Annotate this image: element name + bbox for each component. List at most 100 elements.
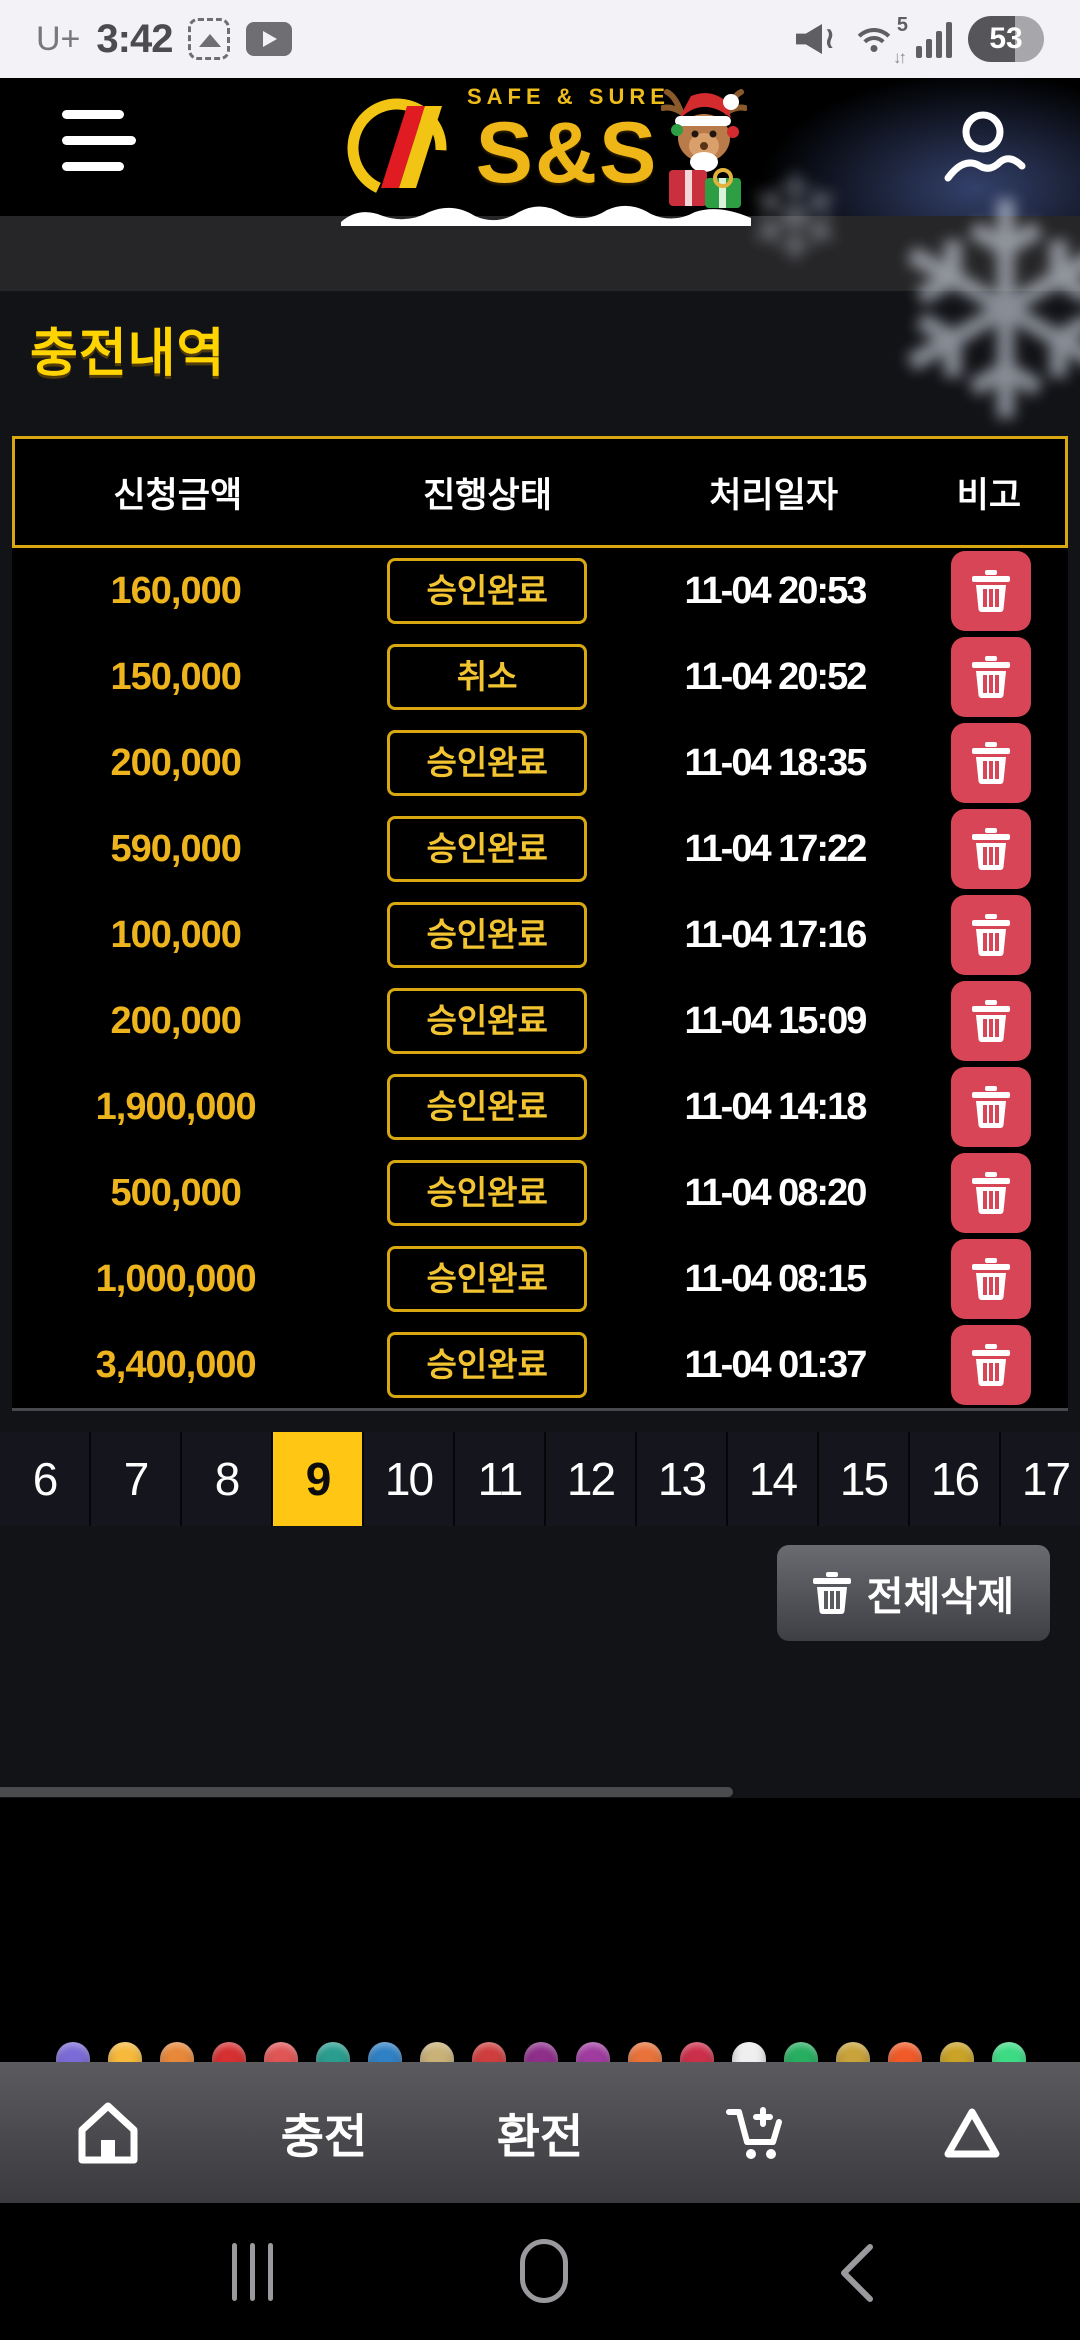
status-bar: U+ 3:42 ≀ 5 ↓↑ 53	[0, 0, 1080, 78]
trash-icon	[972, 1000, 1011, 1042]
trash-icon	[972, 1172, 1011, 1214]
nav-home-button[interactable]	[0, 2062, 216, 2203]
delete-row-button[interactable]	[951, 1153, 1032, 1233]
nav-exchange-button[interactable]: 환전	[432, 2062, 648, 2203]
header-status: 진행상태	[423, 475, 552, 515]
table-bottom-divider	[12, 1408, 1068, 1411]
trash-icon	[972, 914, 1011, 956]
back-button[interactable]	[838, 2243, 874, 2303]
nav-exchange-label: 환전	[496, 2110, 584, 2163]
amount-cell: 150,000	[110, 655, 241, 698]
page-button-15[interactable]: 15	[819, 1432, 908, 1526]
delete-row-button[interactable]	[951, 1239, 1032, 1319]
trash-icon	[972, 1258, 1011, 1300]
amount-cell: 100,000	[110, 913, 241, 956]
amount-cell: 160,000	[110, 569, 241, 612]
amount-cell: 500,000	[110, 1171, 241, 1214]
status-button[interactable]: 승인완료	[387, 558, 588, 624]
page-button-11[interactable]: 11	[455, 1432, 544, 1526]
site-logo[interactable]: SAFE & SURE S&S	[341, 78, 751, 226]
page-button-10[interactable]: 10	[364, 1432, 453, 1526]
android-nav-bar	[0, 2203, 1080, 2340]
screenshot-icon	[188, 18, 231, 60]
page-button-17[interactable]: 17	[1001, 1432, 1080, 1526]
pagination: 6 7 8 9 10 11 12 13 14 15 16 17	[0, 1432, 1080, 1526]
delete-row-button[interactable]	[951, 637, 1032, 717]
snow-drift-decoration	[341, 205, 751, 226]
header-date: 처리일자	[709, 475, 839, 515]
page-button-8[interactable]: 8	[182, 1432, 271, 1526]
status-cell: 승인완료	[339, 1160, 635, 1226]
page-button-6[interactable]: 6	[0, 1432, 89, 1526]
delete-row-button[interactable]	[951, 551, 1032, 631]
account-icon[interactable]	[938, 104, 1028, 194]
page-button-13[interactable]: 13	[637, 1432, 726, 1526]
clock: 3:42	[96, 16, 173, 61]
date-cell: 11-04 20:52	[684, 655, 868, 698]
status-cell: 승인완료	[339, 902, 635, 968]
status-button[interactable]: 승인완료	[387, 988, 588, 1054]
deposit-history-page: 충전내역 신청금액 진행상태 처리일자 비고 160,000 승인완료 11-04 …	[0, 291, 1080, 1798]
home-button[interactable]	[520, 2239, 568, 2303]
cart-icon	[726, 2106, 782, 2159]
status-cell: 승인완료	[339, 988, 635, 1054]
delete-all-button[interactable]: 전체삭제	[776, 1545, 1050, 1641]
table-row: 590,000 승인완료 11-04 17:22	[12, 806, 1068, 892]
nav-deposit-button[interactable]: 충전	[216, 2062, 432, 2203]
delete-row-button[interactable]	[951, 1067, 1032, 1147]
recents-button[interactable]	[232, 2243, 273, 2301]
status-button[interactable]: 승인완료	[387, 730, 588, 796]
delete-row-button[interactable]	[951, 981, 1032, 1061]
remark-cell	[915, 637, 1068, 717]
remark-cell	[915, 1067, 1068, 1147]
page-button-7[interactable]: 7	[91, 1432, 180, 1526]
nav-cart-button[interactable]	[648, 2062, 864, 2203]
delete-row-button[interactable]	[951, 1325, 1032, 1405]
amount-cell: 590,000	[110, 827, 241, 870]
wifi-icon: 5 ↓↑	[848, 14, 908, 67]
menu-button[interactable]	[62, 110, 142, 172]
header-remark: 비고	[956, 475, 1022, 515]
site-footer	[0, 1798, 1080, 2088]
status-button[interactable]: 승인완료	[387, 1160, 588, 1226]
page-button-16[interactable]: 16	[910, 1432, 999, 1526]
page-button-12[interactable]: 12	[546, 1432, 635, 1526]
delete-all-label: 전체삭제	[866, 1575, 1014, 1619]
table-row: 200,000 승인완료 11-04 18:35	[12, 720, 1068, 806]
battery-indicator: 53	[968, 16, 1044, 62]
status-cell: 승인완료	[339, 730, 635, 796]
delete-row-button[interactable]	[951, 723, 1032, 803]
trash-icon	[972, 742, 1011, 784]
trash-icon	[812, 1572, 851, 1614]
date-cell: 11-04 18:35	[684, 741, 868, 784]
status-button[interactable]: 승인완료	[387, 902, 588, 968]
status-button[interactable]: 승인완료	[387, 1074, 588, 1140]
nav-top-button[interactable]	[864, 2062, 1080, 2203]
trash-icon	[972, 1344, 1011, 1386]
status-cell: 승인완료	[339, 1246, 635, 1312]
delete-row-button[interactable]	[951, 895, 1032, 975]
home-icon	[78, 2102, 138, 2163]
amount-cell: 200,000	[110, 999, 241, 1042]
header-amount: 신청금액	[113, 475, 243, 515]
carrier-label: U+	[36, 19, 81, 58]
table-header-row: 신청금액 진행상태 처리일자 비고	[12, 436, 1068, 548]
page-button-14[interactable]: 14	[728, 1432, 817, 1526]
status-button[interactable]: 승인완료	[387, 1332, 588, 1398]
deposit-history-table: 신청금액 진행상태 처리일자 비고 160,000 승인완료 11-04 20:53…	[12, 436, 1068, 1408]
page-title: 충전내역	[30, 325, 226, 383]
youtube-icon	[246, 22, 293, 56]
brand-tagline: SAFE & SURE	[467, 84, 670, 109]
page-button-9[interactable]: 9	[273, 1432, 362, 1526]
delete-row-button[interactable]	[951, 809, 1032, 889]
status-button[interactable]: 승인완료	[387, 816, 588, 882]
wifi-5g-badge: 5	[896, 14, 908, 36]
table-row: 1,900,000 승인완료 11-04 14:18	[12, 1064, 1068, 1150]
date-cell: 11-04 20:53	[684, 569, 868, 612]
remark-cell	[915, 895, 1068, 975]
horizontal-scrollbar[interactable]	[0, 1787, 733, 1797]
date-cell: 11-04 15:09	[684, 999, 868, 1042]
status-button[interactable]: 승인완료	[387, 1246, 588, 1312]
status-button[interactable]: 취소	[387, 644, 588, 710]
